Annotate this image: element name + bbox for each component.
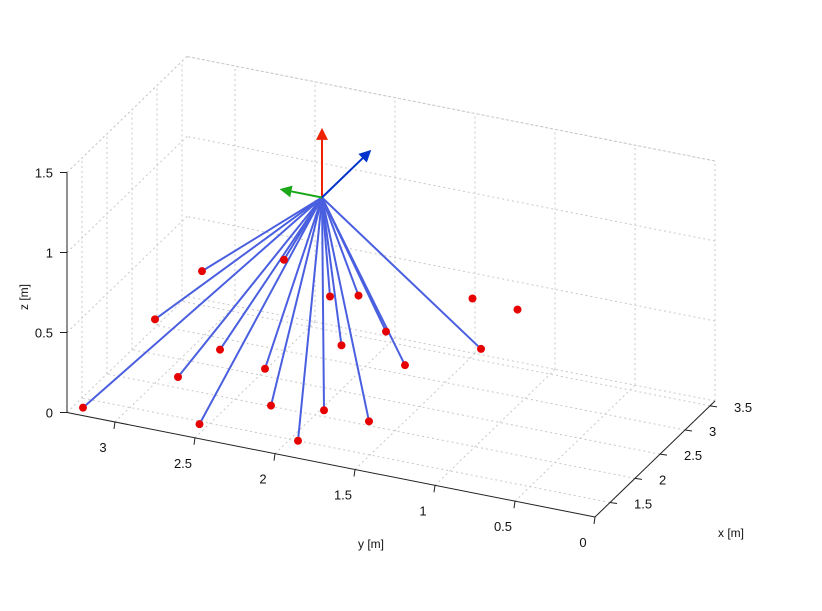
- x-tick-label: 3.5: [734, 400, 752, 415]
- data-point: [267, 401, 275, 410]
- data-point: [195, 420, 204, 429]
- z-tick-label: 1.5: [35, 165, 53, 180]
- data-points: [79, 255, 522, 445]
- y-axis-line: [66, 411, 596, 518]
- data-point: [216, 345, 224, 354]
- frame-y-arrow: [279, 185, 323, 199]
- floor-grid-line: [156, 325, 686, 431]
- y-tick: [353, 469, 356, 477]
- ray-line: [177, 196, 323, 378]
- y-tick-label: 2: [259, 472, 266, 487]
- data-point: [151, 315, 159, 324]
- data-point: [294, 436, 302, 445]
- data-point: [337, 341, 346, 350]
- ray-line: [321, 196, 482, 350]
- coordinate-frame: [279, 127, 372, 199]
- x-tick: [634, 477, 643, 480]
- x-tick: [659, 453, 668, 456]
- data-point: [513, 305, 522, 314]
- side-wall-grid-line: [66, 216, 188, 333]
- x-tick: [684, 429, 693, 432]
- data-point: [198, 267, 206, 276]
- zlabel: z [m]: [17, 284, 31, 310]
- y-tick-label: 1: [419, 503, 426, 518]
- data-point: [365, 417, 373, 426]
- x-tick: [709, 405, 718, 408]
- frame-x-arrow: [321, 149, 372, 199]
- side-wall-grid-line: [66, 136, 188, 253]
- ray-line: [321, 197, 331, 297]
- y-tick-label: 3: [99, 440, 106, 455]
- floor-grid-line: [434, 368, 556, 486]
- y-tick: [593, 516, 596, 525]
- ray-line: [321, 197, 325, 411]
- ray-line: [297, 197, 323, 441]
- data-point: [354, 291, 363, 300]
- ray-line: [219, 196, 323, 351]
- x-tick-label: 2.5: [684, 448, 702, 463]
- ray-line: [321, 197, 360, 296]
- grid: [66, 56, 716, 518]
- x-tick-label: 3: [709, 424, 716, 439]
- data-point: [401, 361, 409, 370]
- data-point: [174, 372, 182, 381]
- y-tick: [513, 501, 516, 509]
- z-tick-label: 0: [46, 405, 53, 420]
- z-tick-label: 1: [46, 245, 53, 260]
- data-point: [261, 364, 269, 373]
- ray-line: [321, 197, 370, 422]
- floor-grid-line: [274, 337, 396, 455]
- ticks: 3 2.5 2 1.5 1 0.5 0 1.5 2 2.5 3 3.5 0 0.5 1 1.5: [35, 165, 752, 550]
- data-point: [320, 406, 328, 415]
- x-axis-line: [594, 400, 716, 518]
- y-tick-label: 1.5: [334, 487, 352, 502]
- y-tick: [273, 453, 276, 461]
- floor-grid-line: [354, 353, 476, 470]
- ray-line: [198, 197, 323, 425]
- ray-line: [201, 196, 323, 273]
- ray-line: [321, 197, 343, 346]
- data-point: [382, 327, 390, 336]
- ray-lines: [82, 196, 482, 441]
- y-tick: [113, 421, 116, 430]
- z-tick-label: 0.5: [35, 325, 53, 340]
- y-tick-label: 0: [579, 535, 586, 550]
- y-tick-label: 0.5: [494, 519, 512, 534]
- ray-line: [321, 197, 387, 333]
- data-point: [79, 403, 87, 412]
- x-tick-label: 2: [659, 472, 666, 487]
- xlabel: x [m]: [718, 526, 744, 540]
- back-wall-grid-line: [186, 136, 716, 242]
- ray-line: [154, 196, 323, 321]
- axes-box: [66, 172, 716, 518]
- ylabel: y [m]: [358, 537, 384, 551]
- floor-grid-line: [181, 300, 711, 407]
- back-wall-grid-line: [186, 296, 716, 402]
- ray-line: [82, 196, 323, 409]
- data-point: [477, 344, 485, 353]
- floor-grid-line: [194, 321, 316, 439]
- ray-line: [270, 197, 323, 406]
- side-wall-grid-line: [66, 296, 188, 413]
- data-point: [326, 292, 334, 301]
- floor-grid-line: [514, 384, 636, 502]
- x-tick: [609, 502, 618, 504]
- x-tick-label: 1.5: [634, 497, 652, 512]
- y-tick-label: 2.5: [174, 456, 192, 471]
- ray-line: [283, 196, 323, 261]
- data-point: [468, 294, 477, 303]
- ray-line: [264, 197, 323, 370]
- y-tick: [433, 485, 436, 493]
- y-tick: [193, 437, 196, 445]
- data-point: [280, 255, 288, 264]
- box-top-edge: [66, 56, 188, 173]
